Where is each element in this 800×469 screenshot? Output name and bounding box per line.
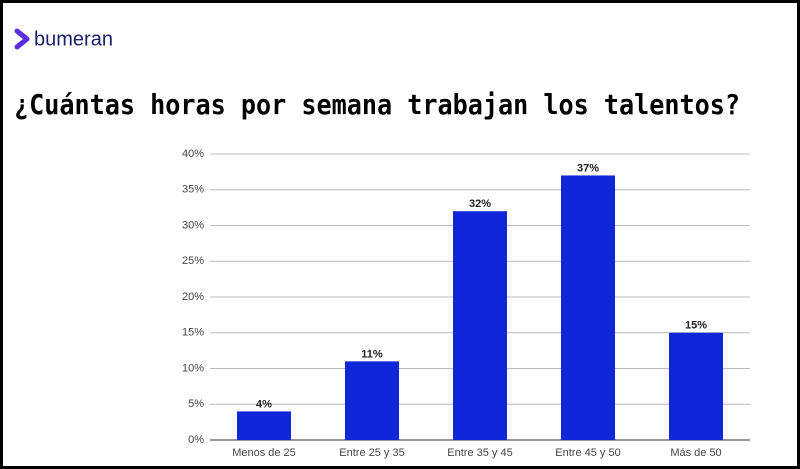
y-tick-label: 0% [188, 434, 204, 446]
y-tick-label: 20% [182, 291, 204, 303]
chart-title: ¿Cuántas horas por semana trabajan los t… [14, 88, 740, 121]
x-tick-label: Entre 25 y 35 [339, 447, 404, 459]
value-label: 37% [577, 162, 599, 174]
logo-icon [14, 28, 30, 50]
x-tick-label: Entre 35 y 45 [447, 447, 512, 459]
y-tick-label: 40% [182, 148, 204, 160]
brand-name: bumeran [34, 28, 113, 50]
value-label: 15% [685, 320, 707, 332]
y-tick-label: 15% [182, 327, 204, 339]
brand-logo: bumeran [14, 28, 113, 50]
value-label: 32% [469, 198, 491, 210]
x-tick-label: Entre 45 y 50 [555, 447, 620, 459]
x-tick-label: Menos de 25 [232, 447, 296, 459]
bar [237, 411, 291, 440]
y-tick-label: 10% [182, 362, 204, 374]
y-tick-label: 25% [182, 255, 204, 267]
bar [669, 332, 723, 440]
bar [561, 175, 615, 440]
value-label: 11% [361, 348, 383, 360]
bar [345, 361, 399, 440]
y-tick-label: 30% [182, 219, 204, 231]
bar [453, 211, 507, 440]
value-label: 4% [256, 398, 272, 410]
y-tick-label: 5% [188, 398, 204, 410]
x-tick-label: Más de 50 [670, 447, 721, 459]
y-tick-label: 35% [182, 184, 204, 196]
